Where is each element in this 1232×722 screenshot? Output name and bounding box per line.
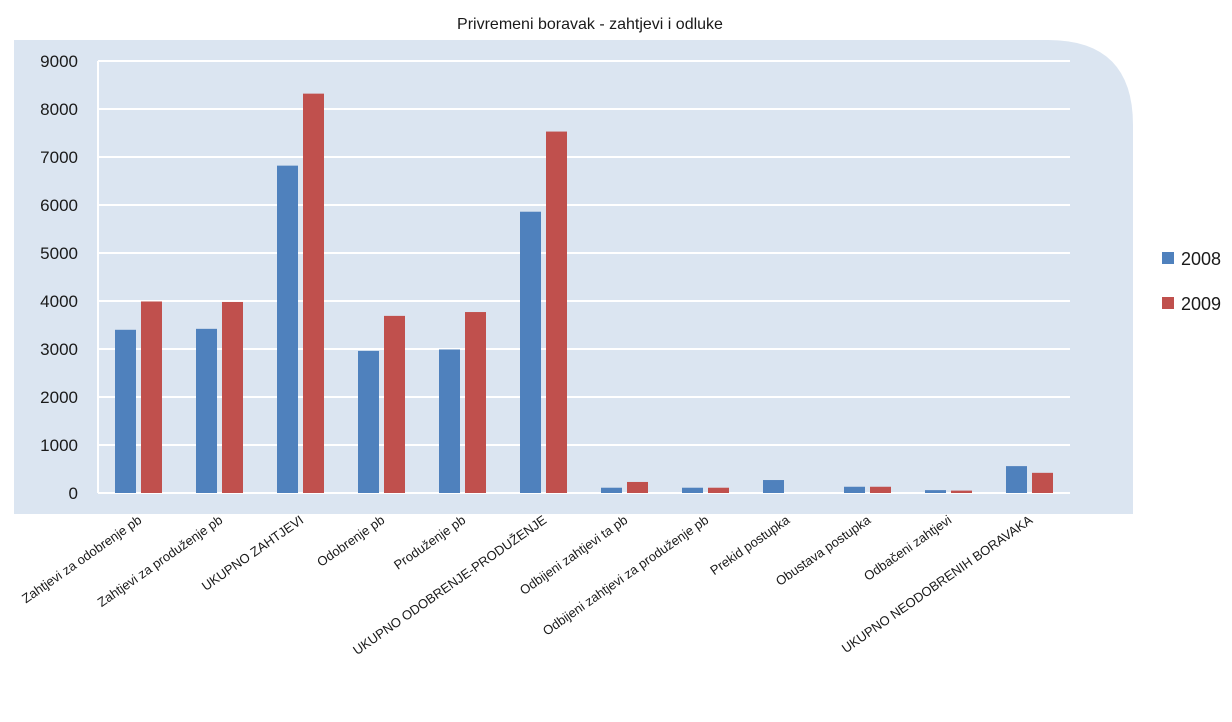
bar-2008-5 bbox=[439, 349, 460, 493]
bar-2009-10 bbox=[870, 486, 891, 493]
bar-2008-6 bbox=[520, 211, 541, 493]
legend-label-2009: 2009 bbox=[1181, 294, 1221, 314]
y-tick-label: 1000 bbox=[40, 436, 78, 455]
y-tick-label: 2000 bbox=[40, 388, 78, 407]
legend-label-2008: 2008 bbox=[1181, 249, 1221, 269]
bar-2009-5 bbox=[465, 312, 486, 493]
bar-2009-1 bbox=[141, 301, 162, 493]
x-tick-label: Prekid postupka bbox=[707, 512, 793, 578]
x-tick-label: Produženje pb bbox=[391, 512, 468, 572]
legend-swatch-2009 bbox=[1162, 297, 1174, 309]
bar-2008-3 bbox=[277, 165, 298, 493]
y-tick-label: 4000 bbox=[40, 292, 78, 311]
y-tick-label: 5000 bbox=[40, 244, 78, 263]
y-tick-label: 3000 bbox=[40, 340, 78, 359]
y-tick-label: 7000 bbox=[40, 148, 78, 167]
y-tick-label: 9000 bbox=[40, 52, 78, 71]
gridlines bbox=[98, 60, 1070, 494]
legend-swatch-2008 bbox=[1162, 252, 1174, 264]
bar-2009-11 bbox=[951, 490, 972, 493]
bar-2008-11 bbox=[925, 490, 946, 493]
bar-2009-3 bbox=[303, 93, 324, 493]
y-tick-label: 6000 bbox=[40, 196, 78, 215]
bar-2009-2 bbox=[222, 301, 243, 493]
bar-2008-9 bbox=[763, 480, 784, 493]
bar-2009-4 bbox=[384, 315, 405, 493]
bar-2008-10 bbox=[844, 486, 865, 493]
bar-2008-7 bbox=[601, 487, 622, 493]
bar-2009-12 bbox=[1032, 472, 1053, 493]
bar-2008-12 bbox=[1006, 466, 1027, 493]
bar-2008-1 bbox=[115, 329, 136, 493]
y-tick-label: 0 bbox=[69, 484, 78, 503]
y-tick-label: 8000 bbox=[40, 100, 78, 119]
legend: 2008 2009 bbox=[1162, 249, 1221, 314]
bars bbox=[115, 93, 1053, 493]
bar-2008-2 bbox=[196, 328, 217, 493]
bar-2008-4 bbox=[358, 350, 379, 493]
plot-background bbox=[14, 40, 1133, 514]
bar-2008-8 bbox=[682, 487, 703, 493]
chart-title: Privremeni boravak - zahtjevi i odluke bbox=[457, 16, 723, 33]
bar-2009-6 bbox=[546, 131, 567, 493]
bar-2009-7 bbox=[627, 481, 648, 493]
x-tick-label: Odobrenje pb bbox=[314, 512, 387, 569]
bar-2009-8 bbox=[708, 487, 729, 493]
y-axis: 0 1000 2000 3000 4000 5000 6000 7000 8000 9000 bbox=[40, 52, 99, 503]
x-tick-label: Odbijeni zahtjevi za produženje pb bbox=[540, 512, 711, 638]
